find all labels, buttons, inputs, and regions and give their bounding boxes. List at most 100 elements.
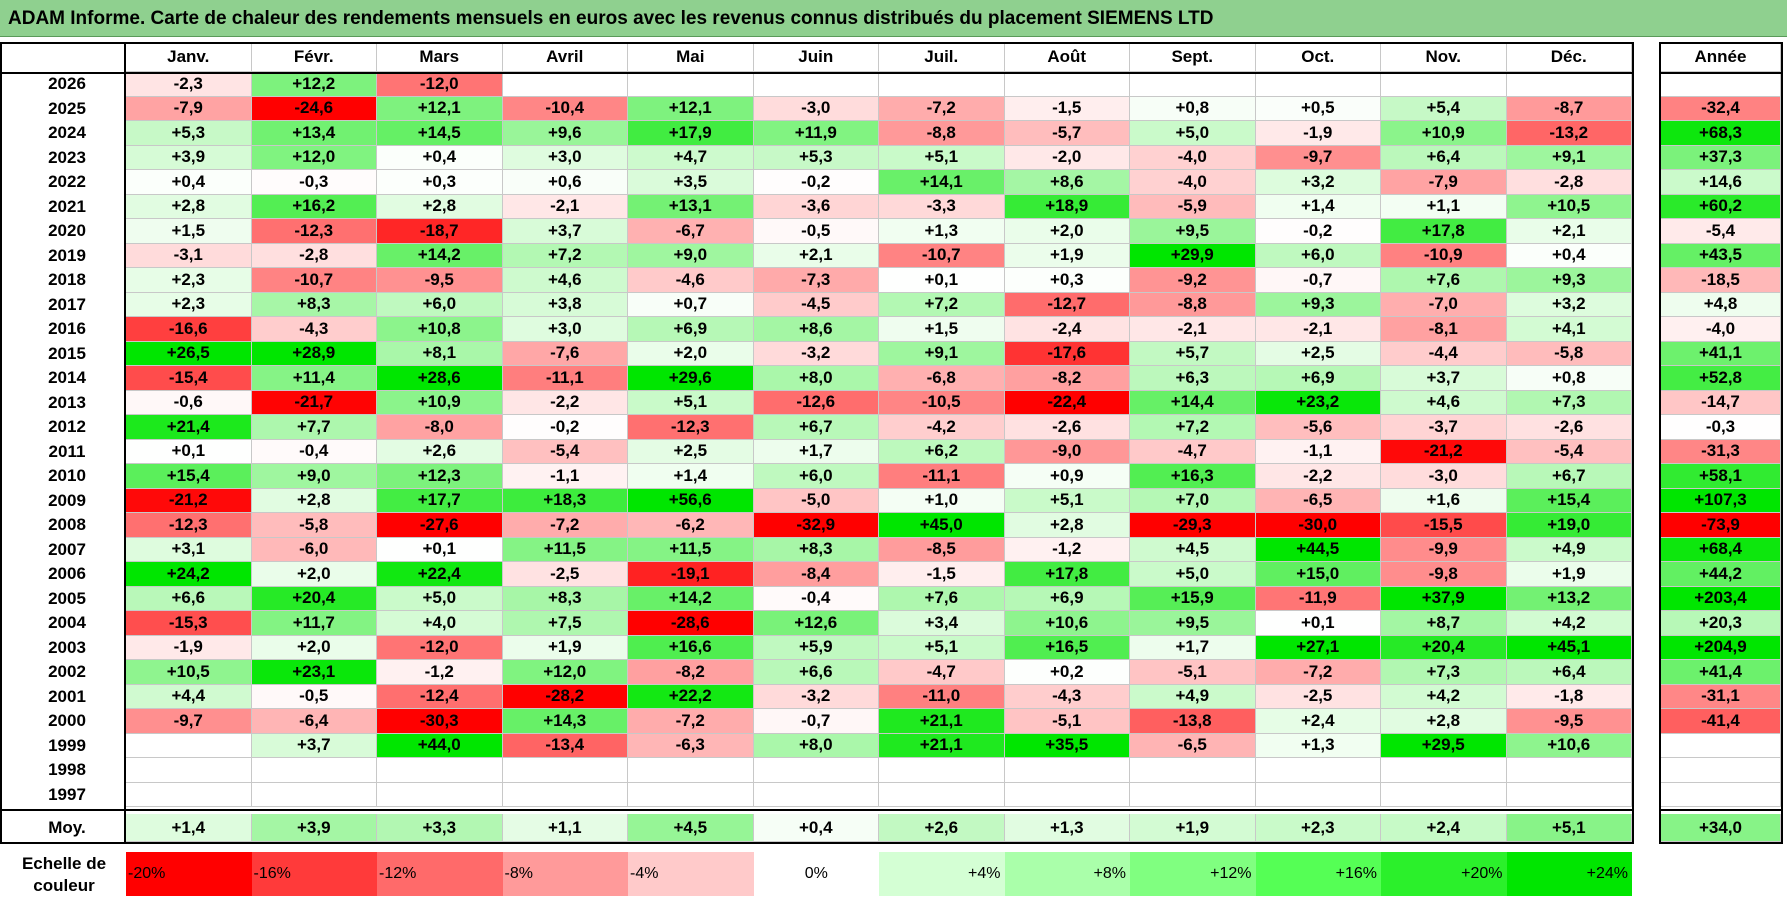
heatmap-cell: +14,2	[377, 243, 503, 268]
heatmap-cell: -4,3	[251, 317, 377, 342]
heatmap-cell: +1,1	[1381, 194, 1507, 219]
heatmap-cell: +8,1	[377, 341, 503, 366]
annual-cell: -32,4	[1661, 96, 1781, 121]
heatmap-cell: +21,1	[879, 733, 1005, 758]
heatmap-cell: +5,1	[1004, 488, 1130, 513]
heatmap-cell: -3,2	[753, 684, 879, 709]
heatmap-cell: -13,2	[1506, 121, 1632, 146]
heatmap-cell: +8,0	[753, 366, 879, 391]
month-header: Juin	[753, 42, 879, 72]
heatmap-cell: -13,8	[1130, 709, 1256, 734]
heatmap-cell: +0,3	[377, 170, 503, 195]
heatmap-cell: +0,1	[879, 268, 1005, 293]
average-cell: +2,4	[1381, 814, 1507, 842]
heatmap-cell: -7,0	[1381, 292, 1507, 317]
heatmap-cell: -12,0	[377, 72, 503, 97]
heatmap-cell: +1,7	[1130, 635, 1256, 660]
heatmap-cell: +9,0	[251, 464, 377, 489]
heatmap-cell	[126, 758, 252, 783]
heatmap-cell: +8,3	[502, 586, 628, 611]
heatmap-cell: -6,5	[1130, 733, 1256, 758]
separator-line	[0, 72, 1634, 74]
heatmap-cell: +10,5	[126, 660, 252, 685]
heatmap-cell: +2,3	[126, 268, 252, 293]
heatmap-cell: +1,6	[1381, 488, 1507, 513]
heatmap-cell: +1,5	[126, 219, 252, 244]
heatmap-cell: -8,0	[377, 415, 503, 440]
heatmap-cell: -22,4	[1004, 390, 1130, 415]
heatmap-cell: -32,9	[753, 513, 879, 538]
heatmap-cell: +15,4	[126, 464, 252, 489]
heatmap-cell: -4,3	[1004, 684, 1130, 709]
heatmap-cell: -9,8	[1381, 562, 1507, 587]
heatmap-cell: +2,4	[1255, 709, 1381, 734]
heatmap-cell: +4,9	[1130, 684, 1256, 709]
heatmap-cell	[879, 782, 1005, 807]
annual-cell: +58,1	[1661, 464, 1781, 489]
month-header: Févr.	[251, 42, 377, 72]
heatmap-cell: +5,7	[1130, 341, 1256, 366]
heatmap-cell: -10,9	[1381, 243, 1507, 268]
heatmap-cell: -0,2	[1255, 219, 1381, 244]
heatmap-cell: +2,0	[1004, 219, 1130, 244]
heatmap-cell: -11,9	[1255, 586, 1381, 611]
heatmap-cell: +9,0	[628, 243, 754, 268]
year-label: 2001	[48, 686, 86, 706]
heatmap-cell	[1130, 782, 1256, 807]
heatmap-cell: +4,7	[628, 145, 754, 170]
month-header: Avril	[502, 42, 628, 72]
heatmap-cell: -6,5	[1255, 488, 1381, 513]
heatmap-cell: +21,1	[879, 709, 1005, 734]
heatmap-cell: -4,6	[628, 268, 754, 293]
heatmap-cell: +6,4	[1381, 145, 1507, 170]
heatmap-cell: +6,9	[1255, 366, 1381, 391]
heatmap-cell: +5,9	[753, 635, 879, 660]
heatmap-cell: +0,6	[502, 170, 628, 195]
heatmap-cell: -1,5	[879, 562, 1005, 587]
heatmap-cell	[628, 782, 754, 807]
heatmap-cell	[1255, 72, 1381, 97]
heatmap-cell: -4,0	[1130, 145, 1256, 170]
heatmap-cell: -1,8	[1506, 684, 1632, 709]
heatmap-cell: -2,8	[251, 243, 377, 268]
heatmap-cell: -7,2	[879, 96, 1005, 121]
heatmap-cell: -15,4	[126, 366, 252, 391]
annual-cell	[1661, 733, 1781, 758]
heatmap-cell: -17,6	[1004, 341, 1130, 366]
heatmap-cell: +23,2	[1255, 390, 1381, 415]
color-scale-step: -20%	[126, 852, 252, 896]
heatmap-cell: +20,4	[251, 586, 377, 611]
heatmap-cell: +4,6	[502, 268, 628, 293]
year-label: 2005	[48, 588, 86, 608]
heatmap-cell	[879, 72, 1005, 97]
average-cell: +1,1	[502, 814, 628, 842]
heatmap-cell: +12,0	[251, 145, 377, 170]
heatmap-cell: +6,6	[753, 660, 879, 685]
average-cell: +1,9	[1130, 814, 1256, 842]
heatmap-cell: -8,1	[1381, 317, 1507, 342]
heatmap-cell: +17,8	[1381, 219, 1507, 244]
heatmap-cell: -15,5	[1381, 513, 1507, 538]
heatmap-cell: +9,3	[1506, 268, 1632, 293]
heatmap-cell: +9,5	[1130, 611, 1256, 636]
heatmap-cell: +1,4	[1255, 194, 1381, 219]
heatmap-cell: +37,9	[1381, 586, 1507, 611]
color-scale-step: +4%	[879, 852, 1005, 896]
heatmap-cell: +3,1	[126, 537, 252, 562]
heatmap-cell: -2,3	[126, 72, 252, 97]
annual-average-cell: +34,0	[1661, 814, 1781, 842]
heatmap-cell: -5,6	[1255, 415, 1381, 440]
year-label: 2002	[48, 662, 86, 682]
heatmap-cell: +16,2	[251, 194, 377, 219]
heatmap-cell: +29,5	[1381, 733, 1507, 758]
heatmap-cell: +0,5	[1255, 96, 1381, 121]
heatmap-cell: -19,1	[628, 562, 754, 587]
annual-cell: -31,3	[1661, 439, 1781, 464]
annual-cell: +107,3	[1661, 488, 1781, 513]
heatmap-cell: +1,9	[1004, 243, 1130, 268]
annual-cell: +203,4	[1661, 586, 1781, 611]
heatmap-cell: +15,9	[1130, 586, 1256, 611]
heatmap-cell: -5,1	[1004, 709, 1130, 734]
heatmap-cell: -27,6	[377, 513, 503, 538]
heatmap-cell: +4,4	[126, 684, 252, 709]
